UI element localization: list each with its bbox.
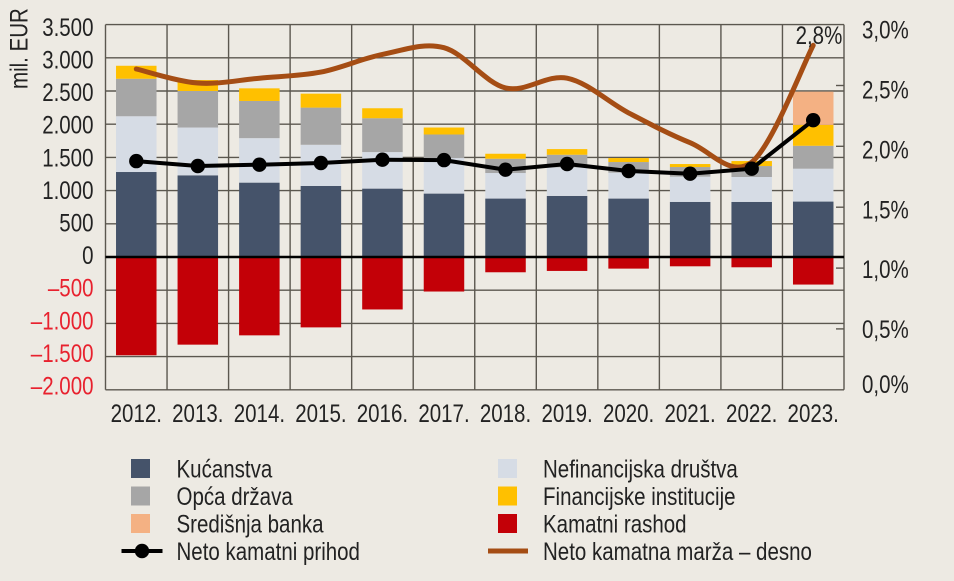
- svg-text:Neto kamatni prihod: Neto kamatni prihod: [177, 537, 360, 565]
- svg-text:0: 0: [82, 241, 93, 269]
- svg-text:3.000: 3.000: [42, 46, 93, 74]
- svg-text:2,5%: 2,5%: [862, 76, 909, 104]
- svg-text:Nefinancijska društva: Nefinancijska društva: [543, 455, 738, 483]
- svg-text:2018.: 2018.: [480, 399, 531, 427]
- svg-text:2019.: 2019.: [541, 399, 592, 427]
- svg-text:Opća država: Opća država: [177, 482, 293, 510]
- svg-text:500: 500: [59, 209, 93, 237]
- svg-text:2.000: 2.000: [42, 111, 93, 139]
- svg-text:2,0%: 2,0%: [862, 135, 909, 163]
- svg-text:Središnja banka: Središnja banka: [177, 510, 324, 538]
- svg-text:1.000: 1.000: [42, 176, 93, 204]
- svg-text:0,0%: 0,0%: [862, 370, 909, 398]
- svg-text:2021.: 2021.: [664, 399, 715, 427]
- svg-text:1,5%: 1,5%: [862, 195, 909, 223]
- svg-text:2013.: 2013.: [172, 399, 223, 427]
- svg-text:Kućanstva: Kućanstva: [177, 455, 273, 483]
- svg-text:3,0%: 3,0%: [862, 16, 909, 44]
- svg-text:–1.500: –1.500: [31, 339, 94, 367]
- svg-text:2022.: 2022.: [726, 399, 777, 427]
- svg-text:2014.: 2014.: [234, 399, 285, 427]
- svg-text:Neto kamatna marža – desno: Neto kamatna marža – desno: [543, 537, 812, 565]
- svg-text:Kamatni rashod: Kamatni rashod: [543, 510, 687, 538]
- svg-text:–2.000: –2.000: [31, 372, 94, 400]
- svg-text:2020.: 2020.: [603, 399, 654, 427]
- svg-text:3.500: 3.500: [42, 13, 93, 41]
- svg-text:2023.: 2023.: [788, 399, 839, 427]
- svg-text:2.500: 2.500: [42, 78, 93, 106]
- svg-text:1,0%: 1,0%: [862, 255, 909, 283]
- svg-text:2,8%: 2,8%: [796, 21, 843, 49]
- svg-text:2015.: 2015.: [295, 399, 346, 427]
- svg-text:1.500: 1.500: [42, 143, 93, 171]
- svg-text:mil. EUR: mil. EUR: [5, 8, 33, 89]
- svg-text:Financijske institucije: Financijske institucije: [543, 482, 736, 510]
- svg-text:2017.: 2017.: [418, 399, 469, 427]
- svg-text:2016.: 2016.: [357, 399, 408, 427]
- svg-text:0,5%: 0,5%: [862, 315, 909, 343]
- svg-text:2012.: 2012.: [111, 399, 162, 427]
- svg-text:–500: –500: [48, 274, 94, 302]
- svg-text:–1.000: –1.000: [31, 306, 94, 334]
